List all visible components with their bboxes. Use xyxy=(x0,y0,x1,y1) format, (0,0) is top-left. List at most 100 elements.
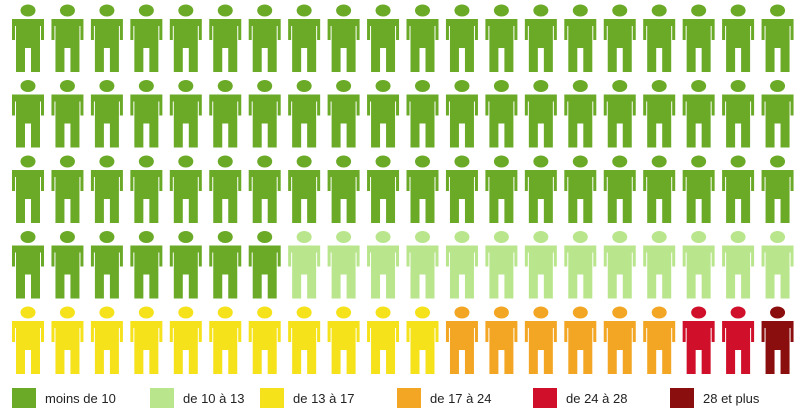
person-icon xyxy=(12,80,44,148)
person-icon xyxy=(248,80,281,148)
legend-label: 28 et plus xyxy=(703,390,760,406)
legend-item-de-10-a-13: de 10 à 13 xyxy=(150,387,244,409)
legend-label: moins de 10 xyxy=(45,390,116,406)
person-icon xyxy=(12,231,44,299)
person-icon xyxy=(445,80,478,148)
person-icon xyxy=(90,231,123,299)
person-icon xyxy=(367,306,400,374)
legend-label: de 24 à 28 xyxy=(566,390,628,406)
person-icon xyxy=(524,155,557,223)
person-icon xyxy=(406,231,439,299)
person-icon xyxy=(248,306,281,374)
person-icon xyxy=(169,231,202,299)
person-icon xyxy=(761,80,794,148)
person-icon xyxy=(367,231,400,299)
person-icon xyxy=(327,155,360,223)
person-icon xyxy=(327,80,360,148)
person-icon xyxy=(603,231,636,299)
person-icon xyxy=(603,155,636,223)
person-icon xyxy=(524,231,557,299)
person-icon xyxy=(209,80,242,148)
person-icon xyxy=(485,306,518,374)
pictogram-chart xyxy=(12,4,794,374)
legend-swatch xyxy=(670,388,694,408)
person-icon xyxy=(643,80,676,148)
person-icon xyxy=(130,80,163,148)
person-icon xyxy=(485,231,518,299)
legend-item-de-24-a-28: de 24 à 28 xyxy=(533,387,627,409)
person-icon xyxy=(51,80,84,148)
person-icon xyxy=(722,306,755,374)
person-icon xyxy=(524,4,557,72)
person-icon xyxy=(722,80,755,148)
person-icon xyxy=(288,155,321,223)
person-icon xyxy=(12,4,44,72)
person-icon xyxy=(51,155,84,223)
legend-item-28-et-plus: 28 et plus xyxy=(670,387,759,409)
person-icon xyxy=(209,4,242,72)
person-icon xyxy=(327,306,360,374)
person-icon xyxy=(722,4,755,72)
legend-swatch xyxy=(397,388,421,408)
legend-item-de-17-a-24: de 17 à 24 xyxy=(397,387,491,409)
person-icon xyxy=(682,155,715,223)
legend-item-moins-de-10: moins de 10 xyxy=(12,387,116,409)
person-icon xyxy=(603,80,636,148)
person-icon xyxy=(288,4,321,72)
person-icon xyxy=(406,4,439,72)
person-icon xyxy=(248,4,281,72)
person-icon xyxy=(761,155,794,223)
legend-item-de-13-a-17: de 13 à 17 xyxy=(260,387,354,409)
person-icon xyxy=(130,155,163,223)
person-icon xyxy=(485,155,518,223)
person-icon xyxy=(682,306,715,374)
person-icon xyxy=(12,306,44,374)
person-icon xyxy=(51,306,84,374)
person-icon xyxy=(367,155,400,223)
person-icon xyxy=(485,4,518,72)
person-icon xyxy=(643,306,676,374)
person-icon xyxy=(761,4,794,72)
person-icon xyxy=(564,231,597,299)
legend: moins de 10 de 10 à 13 de 13 à 17 de 17 … xyxy=(0,380,800,414)
person-icon xyxy=(603,4,636,72)
person-icon xyxy=(564,306,597,374)
legend-swatch xyxy=(260,388,284,408)
person-icon xyxy=(130,231,163,299)
person-icon xyxy=(327,4,360,72)
person-icon xyxy=(12,155,44,223)
person-icon xyxy=(445,4,478,72)
legend-label: de 10 à 13 xyxy=(183,390,245,406)
person-icon xyxy=(90,155,123,223)
person-icon xyxy=(643,4,676,72)
person-icon xyxy=(445,155,478,223)
person-icon xyxy=(90,306,123,374)
legend-label: de 13 à 17 xyxy=(293,390,355,406)
person-icon xyxy=(564,155,597,223)
person-icon xyxy=(130,306,163,374)
person-icon xyxy=(169,155,202,223)
person-icon xyxy=(209,231,242,299)
person-icon xyxy=(90,4,123,72)
person-icon xyxy=(682,231,715,299)
legend-swatch xyxy=(150,388,174,408)
person-icon xyxy=(288,231,321,299)
person-icon xyxy=(169,80,202,148)
person-icon xyxy=(130,4,163,72)
person-icon xyxy=(524,80,557,148)
person-icon xyxy=(643,155,676,223)
person-icon xyxy=(682,80,715,148)
person-icon xyxy=(367,4,400,72)
person-icon xyxy=(445,306,478,374)
person-icon xyxy=(485,80,518,148)
person-icon xyxy=(406,306,439,374)
legend-swatch xyxy=(12,388,36,408)
person-icon xyxy=(682,4,715,72)
person-icon xyxy=(564,4,597,72)
person-icon xyxy=(406,80,439,148)
person-icon xyxy=(406,155,439,223)
person-icon xyxy=(288,80,321,148)
person-icon xyxy=(51,231,84,299)
person-icon xyxy=(209,306,242,374)
person-icon xyxy=(445,231,478,299)
